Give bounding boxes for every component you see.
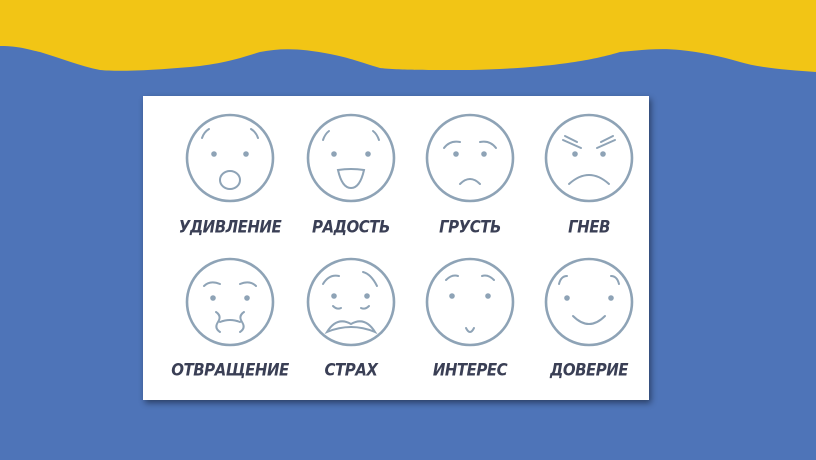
emotion-label: ГНЕВ (568, 217, 610, 237)
emotion-label: ГРУСТЬ (439, 217, 501, 237)
face-surprise-icon (180, 108, 280, 208)
yellow-banner (0, 0, 816, 72)
face-disgust-icon (180, 252, 280, 352)
face-fear-icon (301, 252, 401, 352)
face-joy-icon (301, 108, 401, 208)
face-sadness-icon (420, 108, 520, 208)
emotion-label: СТРАХ (324, 360, 378, 380)
emotion-label: РАДОСТЬ (312, 217, 390, 237)
emotion-label: ОТВРАЩЕНИЕ (171, 360, 289, 380)
emotion-label: ДОВЕРИЕ (549, 360, 629, 380)
face-interest-icon (420, 252, 520, 352)
emotions-chart-card: УДИВЛЕНИЕ РАДОСТЬ ГРУСТЬ ГНЕВ ОТВРАЩЕНИЕ… (143, 96, 649, 400)
emotion-label: УДИВЛЕНИЕ (178, 217, 282, 237)
face-trust-icon (539, 252, 639, 352)
face-anger-icon (539, 108, 639, 208)
emotion-label: ИНТЕРЕС (432, 360, 508, 380)
